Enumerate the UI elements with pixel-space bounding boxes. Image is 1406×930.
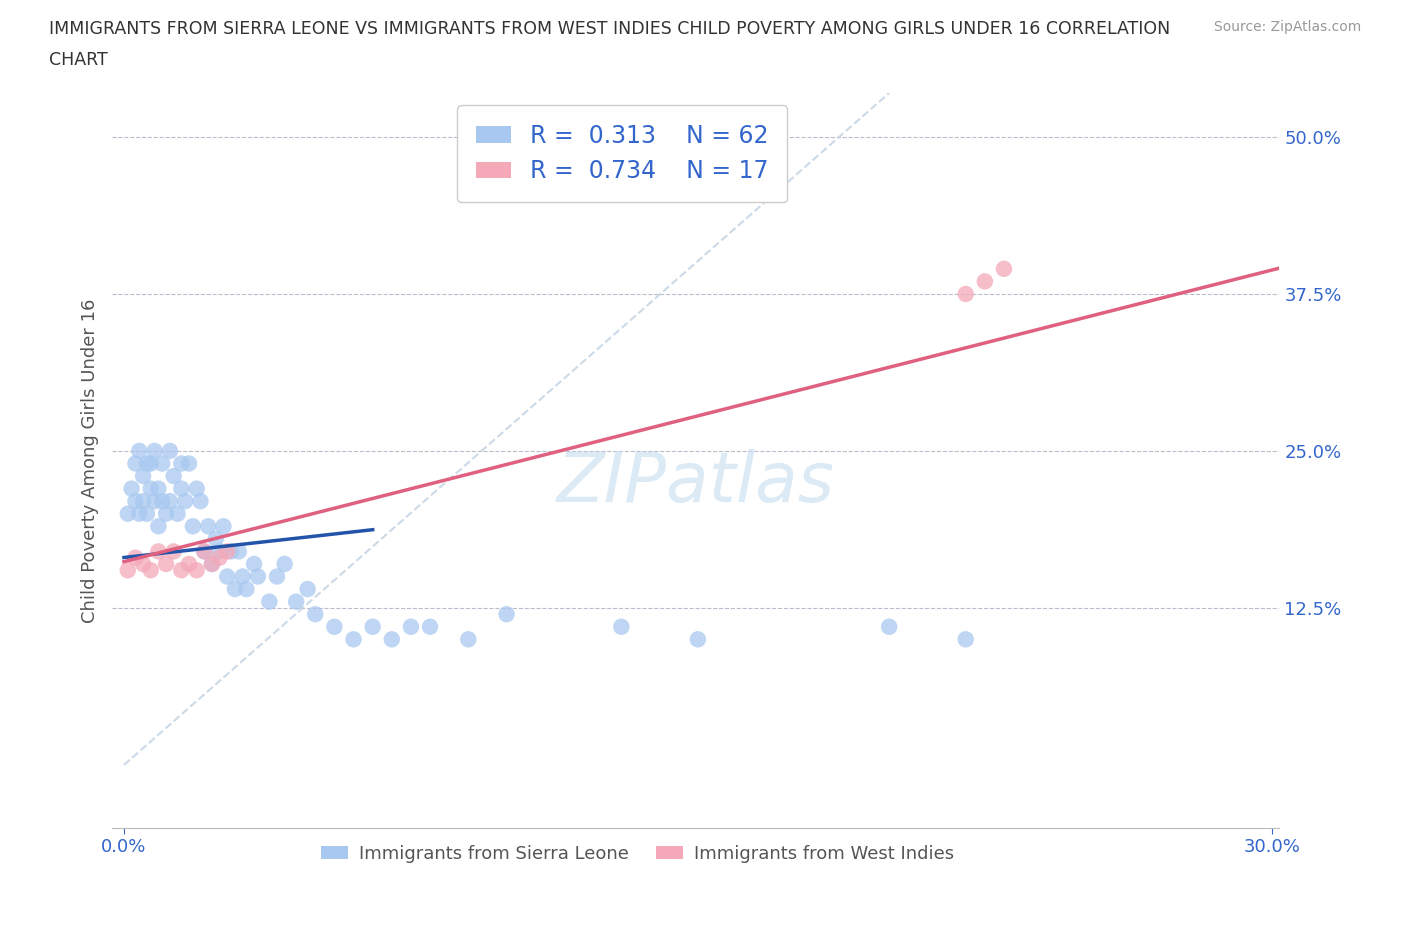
Point — [128, 444, 150, 458]
Point — [273, 556, 295, 571]
Point — [166, 506, 188, 521]
Point — [132, 494, 155, 509]
Point — [246, 569, 269, 584]
Point — [177, 556, 200, 571]
Point — [186, 563, 208, 578]
Point — [139, 563, 162, 578]
Point — [201, 556, 224, 571]
Point — [224, 581, 246, 596]
Point — [150, 494, 173, 509]
Text: Source: ZipAtlas.com: Source: ZipAtlas.com — [1213, 20, 1361, 34]
Point — [128, 506, 150, 521]
Point — [121, 481, 143, 496]
Legend: Immigrants from Sierra Leone, Immigrants from West Indies: Immigrants from Sierra Leone, Immigrants… — [314, 838, 962, 870]
Point — [212, 519, 235, 534]
Point — [190, 494, 212, 509]
Point — [342, 631, 364, 646]
Point — [159, 494, 181, 509]
Point — [148, 481, 170, 496]
Point — [297, 581, 319, 596]
Point — [132, 556, 155, 571]
Point — [323, 619, 346, 634]
Point — [993, 261, 1015, 276]
Point — [361, 619, 384, 634]
Point — [124, 494, 146, 509]
Point — [208, 544, 231, 559]
Point — [877, 619, 900, 634]
Point — [155, 506, 177, 521]
Point — [266, 569, 288, 584]
Text: IMMIGRANTS FROM SIERRA LEONE VS IMMIGRANTS FROM WEST INDIES CHILD POVERTY AMONG : IMMIGRANTS FROM SIERRA LEONE VS IMMIGRAN… — [49, 20, 1170, 38]
Point — [117, 563, 139, 578]
Point — [186, 481, 208, 496]
Point — [124, 456, 146, 471]
Text: CHART: CHART — [49, 51, 108, 69]
Point — [304, 606, 326, 621]
Point — [217, 544, 239, 559]
Point — [135, 456, 157, 471]
Point — [148, 544, 170, 559]
Point — [208, 551, 231, 565]
Point — [232, 569, 254, 584]
Point — [259, 594, 281, 609]
Point — [163, 544, 186, 559]
Point — [177, 456, 200, 471]
Point — [955, 286, 977, 301]
Point — [170, 563, 193, 578]
Point — [419, 619, 441, 634]
Point — [197, 519, 219, 534]
Point — [610, 619, 633, 634]
Point — [955, 631, 977, 646]
Point — [243, 556, 266, 571]
Point — [193, 544, 215, 559]
Point — [193, 544, 215, 559]
Point — [135, 506, 157, 521]
Point — [139, 481, 162, 496]
Text: ZIPatlas: ZIPatlas — [557, 449, 835, 516]
Point — [124, 551, 146, 565]
Point — [139, 456, 162, 471]
Point — [181, 519, 204, 534]
Point — [973, 274, 995, 289]
Point — [219, 544, 242, 559]
Point — [143, 494, 166, 509]
Point — [163, 469, 186, 484]
Point — [132, 469, 155, 484]
Point — [155, 556, 177, 571]
Point — [148, 519, 170, 534]
Point — [143, 444, 166, 458]
Point — [457, 631, 479, 646]
Point — [201, 556, 224, 571]
Y-axis label: Child Poverty Among Girls Under 16: Child Poverty Among Girls Under 16 — [80, 299, 98, 622]
Point — [686, 631, 709, 646]
Point — [150, 456, 173, 471]
Point — [117, 506, 139, 521]
Point — [285, 594, 308, 609]
Point — [159, 444, 181, 458]
Point — [217, 569, 239, 584]
Point — [495, 606, 517, 621]
Point — [170, 456, 193, 471]
Point — [228, 544, 250, 559]
Point — [204, 531, 226, 546]
Point — [235, 581, 257, 596]
Point — [399, 619, 422, 634]
Point — [170, 481, 193, 496]
Point — [381, 631, 404, 646]
Point — [174, 494, 197, 509]
